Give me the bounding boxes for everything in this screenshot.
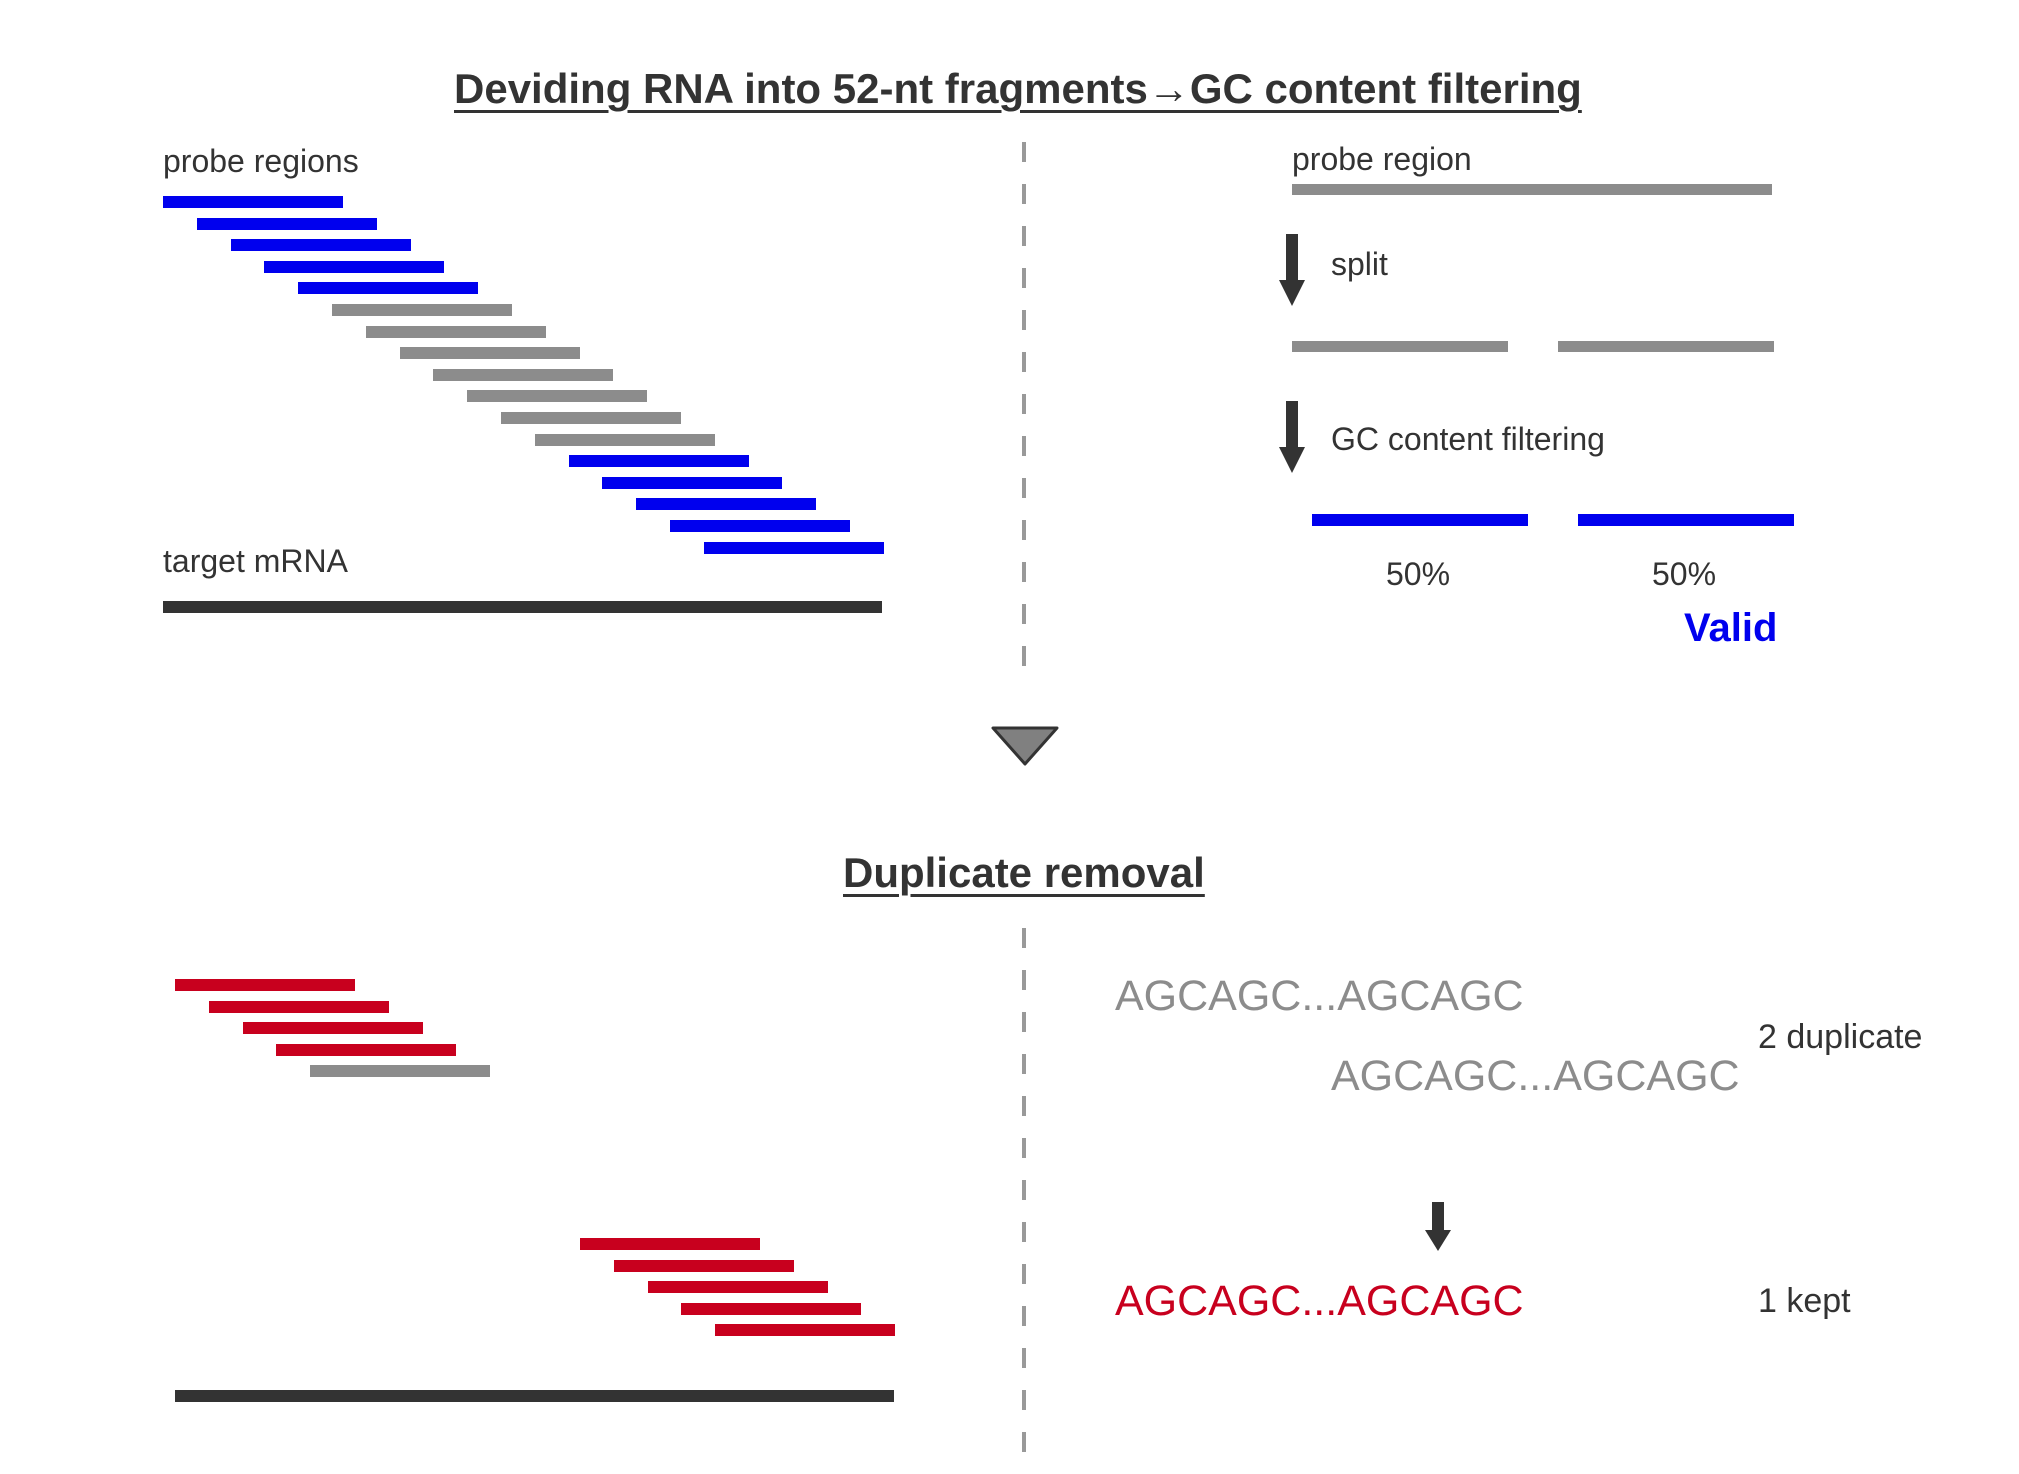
cluster1-fragment-duplicate — [175, 979, 355, 991]
probe-fragment-valid — [196, 217, 377, 230]
cluster1-fragment-duplicate — [208, 1000, 389, 1013]
divider-dash — [1022, 142, 1026, 162]
divider-dash — [1022, 226, 1026, 246]
divider-dash — [1022, 1180, 1026, 1200]
probe-fragment-filtered — [467, 390, 648, 403]
probe-fragment-valid — [670, 520, 850, 532]
probe-fragment-valid — [264, 260, 445, 273]
divider-dash — [1022, 1222, 1026, 1242]
cluster2-fragment-duplicate — [715, 1324, 896, 1337]
divider-dash — [1022, 478, 1026, 498]
probe-fragment-filtered — [399, 347, 580, 360]
divider-dash — [1022, 1348, 1026, 1368]
probe-fragment-valid — [703, 541, 884, 554]
divider-dash — [1022, 310, 1026, 330]
gc-percent-left: 50% — [1386, 556, 1451, 592]
probe-fragment-filtered — [365, 325, 546, 338]
probe-fragment-valid — [602, 476, 783, 489]
divider-dash — [1022, 604, 1026, 624]
probe-fragment-valid — [636, 498, 817, 511]
cluster2-fragment-duplicate — [681, 1302, 862, 1315]
divider-dash — [1022, 352, 1026, 372]
divider-dash — [1022, 646, 1026, 666]
valid-label: Valid — [1684, 606, 1778, 650]
probe-region-bar — [1292, 184, 1772, 195]
probe-region-label: probe region — [1292, 141, 1472, 177]
divider-dash — [1022, 436, 1026, 456]
probe-fragment-valid — [298, 282, 479, 295]
divider-dash — [1022, 184, 1026, 204]
down-triangle-icon — [991, 726, 1059, 766]
valid-half-left — [1312, 514, 1528, 526]
gc-filter-label: GC content filtering — [1331, 421, 1605, 457]
section2-title: Duplicate removal — [843, 849, 1205, 896]
cluster2-fragment-duplicate — [613, 1259, 794, 1272]
duplicate-count-label: 2 duplicate — [1758, 1018, 1923, 1056]
divider-dash — [1022, 1012, 1026, 1032]
section1-title: Deviding RNA into 52-nt fragments→GC con… — [454, 65, 1582, 112]
divider-dash — [1022, 970, 1026, 990]
probe-fragment-filtered — [433, 368, 614, 381]
divider-dash — [1022, 928, 1026, 948]
divider-dash — [1022, 1054, 1026, 1074]
kept-count-label: 1 kept — [1758, 1282, 1851, 1320]
probe-fragment-valid — [568, 455, 749, 468]
divider-dash — [1022, 394, 1026, 414]
gc-filter-arrow-icon — [1279, 401, 1305, 473]
divider-dash — [1022, 520, 1026, 540]
cluster1-fragment-duplicate — [276, 1043, 457, 1056]
cluster2-fragment-duplicate — [647, 1281, 828, 1294]
kept-arrow-icon — [1425, 1202, 1451, 1251]
divider-dash — [1022, 1264, 1026, 1284]
split-half-left — [1292, 341, 1508, 352]
target-mrna-bar-2 — [175, 1390, 894, 1402]
gc-percent-right: 50% — [1652, 556, 1717, 592]
target-mrna-bar — [163, 601, 882, 613]
divider-dash — [1022, 1138, 1026, 1158]
split-label: split — [1331, 246, 1388, 282]
divider-dash — [1022, 1432, 1026, 1452]
probe-fragment-filtered — [501, 412, 681, 424]
divider-dash — [1022, 1306, 1026, 1326]
duplicate-sequence-1: AGCAGC...AGCAGC — [1115, 972, 1524, 1020]
cluster1-fragment-duplicate — [242, 1022, 423, 1035]
probe-fragment-valid — [163, 196, 343, 208]
probe-regions-label: probe regions — [163, 143, 359, 179]
divider-dash — [1022, 1390, 1026, 1410]
probe-fragment-valid — [230, 239, 411, 252]
divider-dash — [1022, 268, 1026, 288]
split-arrow-icon — [1279, 234, 1305, 306]
probe-fragment-filtered — [534, 433, 715, 446]
valid-half-right — [1578, 514, 1794, 526]
divider-dash — [1022, 562, 1026, 582]
probe-fragment-filtered — [332, 304, 512, 316]
duplicate-sequence-2: AGCAGC...AGCAGC — [1331, 1052, 1740, 1100]
cluster1-fragment-filtered — [310, 1065, 491, 1078]
divider-dash — [1022, 1096, 1026, 1116]
cluster2-fragment-duplicate — [580, 1238, 760, 1250]
target-mrna-label: target mRNA — [163, 543, 348, 579]
split-half-right — [1558, 341, 1774, 352]
kept-sequence: AGCAGC...AGCAGC — [1115, 1277, 1524, 1325]
